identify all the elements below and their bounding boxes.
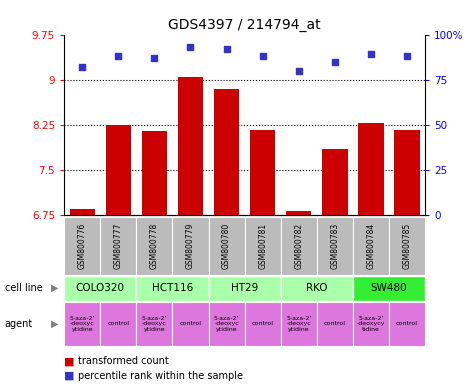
Bar [172,217,209,275]
Text: GSM800780: GSM800780 [222,223,231,269]
Bar [389,302,425,346]
Text: 5-aza-2'
-deoxyc
ytidine: 5-aza-2' -deoxyc ytidine [69,316,95,332]
Text: GSM800779: GSM800779 [186,223,195,269]
Text: HCT116: HCT116 [152,283,193,293]
Text: GSM800777: GSM800777 [114,223,123,269]
Bar [353,302,389,346]
Text: GSM800778: GSM800778 [150,223,159,269]
Text: GSM800783: GSM800783 [331,223,339,269]
Bar [136,302,172,346]
Point [78,64,86,70]
Text: GSM800782: GSM800782 [294,223,303,269]
Point [403,53,411,59]
Text: control: control [396,321,418,326]
Point [367,51,375,58]
Text: ■: ■ [64,356,75,366]
Bar [100,217,136,275]
Text: 5-aza-2'
-deoxycy
tidine: 5-aza-2' -deoxycy tidine [357,316,385,332]
Bar [281,217,317,275]
Bar [281,302,317,346]
Bar [281,276,353,301]
Bar [286,211,312,215]
Bar [394,130,420,215]
Text: control: control [180,321,201,326]
Text: 5-aza-2'
-deoxyc
ytidine: 5-aza-2' -deoxyc ytidine [286,316,312,332]
Point [331,59,339,65]
Text: control: control [324,321,346,326]
Bar [64,276,136,301]
Text: percentile rank within the sample: percentile rank within the sample [78,371,243,381]
Point [223,46,230,52]
Point [151,55,158,61]
Bar [64,217,100,275]
Bar [214,89,239,215]
Text: 5-aza-2'
-deoxyc
ytidine: 5-aza-2' -deoxyc ytidine [142,316,167,332]
Bar [209,302,245,346]
Bar [172,302,209,346]
Bar [245,302,281,346]
Bar [389,217,425,275]
Bar [105,125,131,215]
Text: ■: ■ [64,371,75,381]
Bar [64,302,100,346]
Text: cell line: cell line [5,283,42,293]
Bar [250,130,276,215]
Bar [317,302,353,346]
Text: SW480: SW480 [370,283,408,293]
Text: GSM800785: GSM800785 [403,223,411,269]
Text: 5-aza-2'
-deoxyc
ytidine: 5-aza-2' -deoxyc ytidine [214,316,239,332]
Bar [322,149,348,215]
Bar [136,217,172,275]
Bar [69,209,95,215]
Text: ▶: ▶ [51,319,58,329]
Bar [100,302,136,346]
Text: COLO320: COLO320 [76,283,125,293]
Text: RKO: RKO [306,283,328,293]
Point [259,53,266,59]
Text: GSM800776: GSM800776 [78,223,86,269]
Text: agent: agent [5,319,33,329]
Point [114,53,122,59]
Bar [245,217,281,275]
Text: ▶: ▶ [51,283,58,293]
Title: GDS4397 / 214794_at: GDS4397 / 214794_at [168,18,321,32]
Bar [209,276,281,301]
Bar [142,131,167,215]
Bar [178,77,203,215]
Bar [358,123,384,215]
Point [187,44,194,50]
Bar [317,217,353,275]
Bar [209,217,245,275]
Text: control: control [107,321,129,326]
Text: transformed count: transformed count [78,356,169,366]
Text: GSM800784: GSM800784 [367,223,375,269]
Bar [353,217,389,275]
Bar [136,276,209,301]
Point [295,68,303,74]
Text: control: control [252,321,274,326]
Text: HT29: HT29 [231,283,258,293]
Text: GSM800781: GSM800781 [258,223,267,269]
Bar [353,276,425,301]
